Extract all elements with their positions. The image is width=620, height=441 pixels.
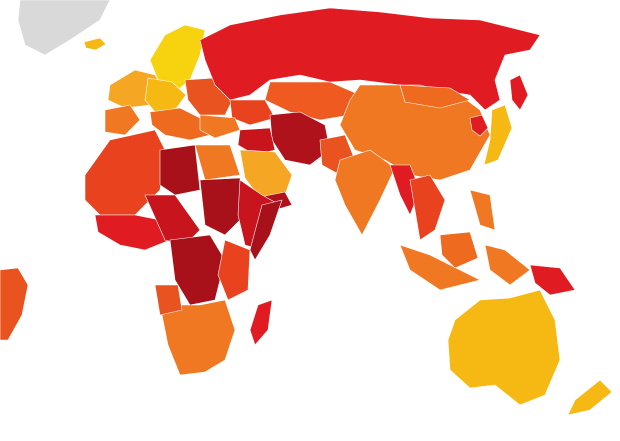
iran-afghanistan: [269, 111, 331, 166]
horn-of-africa: [237, 179, 281, 251]
philippines: [469, 189, 496, 231]
libya: [159, 144, 201, 196]
balkans-italy: [149, 107, 211, 141]
papua-new-guinea: [529, 264, 576, 296]
new-zealand: [567, 379, 613, 416]
borneo: [439, 231, 479, 269]
west-africa: [94, 214, 171, 251]
east-africa: [217, 239, 251, 301]
turkey: [199, 114, 241, 139]
egypt: [194, 144, 241, 181]
south-america: [0, 267, 29, 341]
india: [334, 149, 396, 236]
kamchatka: [509, 74, 529, 111]
iberia: [104, 104, 141, 136]
iceland: [83, 37, 107, 51]
sumatra-java: [399, 244, 481, 291]
russia: [199, 7, 541, 111]
greenland: [17, 0, 111, 56]
caucasus-turkey: [229, 99, 276, 126]
northwest-africa: [84, 129, 166, 216]
sudan: [199, 177, 246, 236]
angola: [154, 284, 183, 316]
central-africa: [169, 234, 226, 306]
indochina: [409, 174, 446, 241]
madagascar: [249, 299, 273, 346]
southern-africa: [159, 299, 236, 376]
japan: [483, 104, 513, 166]
somalia: [249, 199, 283, 261]
kazakhstan: [264, 81, 361, 121]
sulawesi-moluccas: [484, 244, 531, 286]
australia: [447, 289, 561, 406]
mongolia: [399, 84, 471, 109]
korea: [469, 114, 489, 137]
